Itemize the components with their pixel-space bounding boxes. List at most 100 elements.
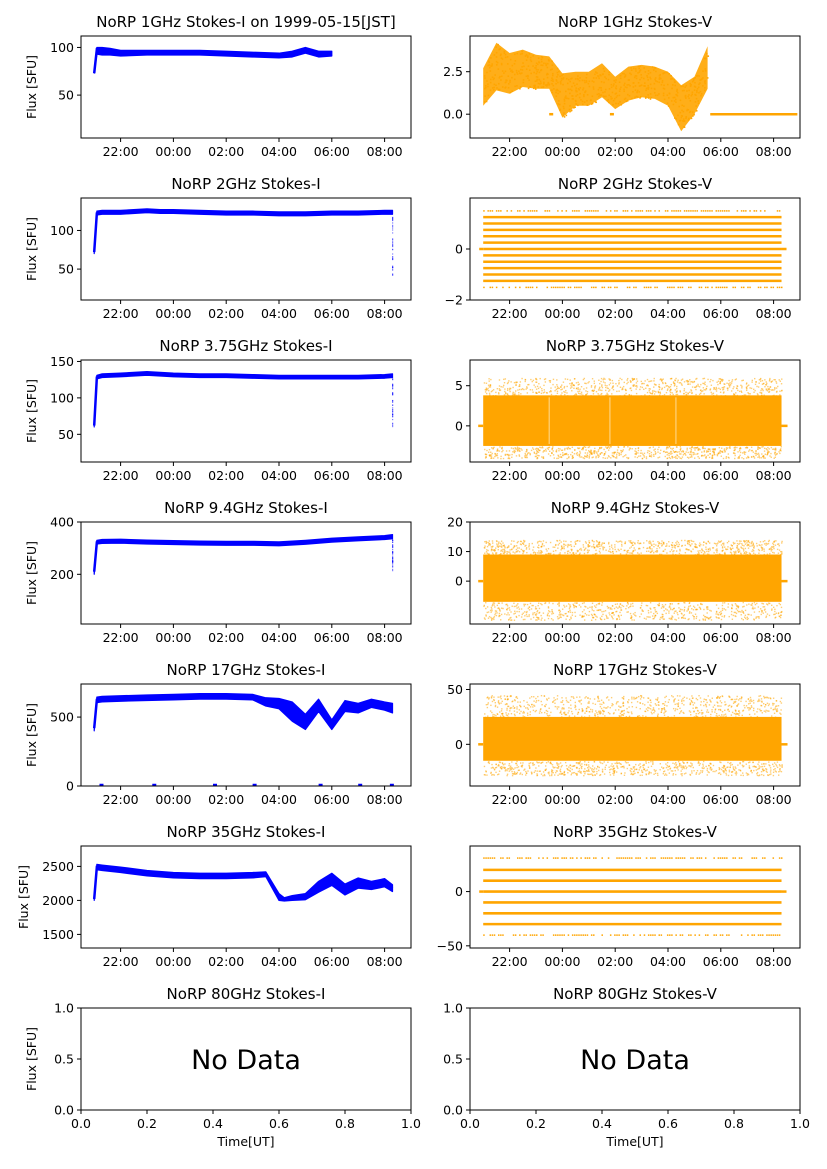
noise-point bbox=[510, 695, 512, 697]
data-point bbox=[666, 94, 669, 97]
outlier-point bbox=[392, 265, 394, 267]
noise-point bbox=[541, 704, 543, 706]
noise-point bbox=[740, 552, 742, 554]
noise-point bbox=[484, 545, 486, 547]
data-point bbox=[500, 57, 503, 59]
noise-point bbox=[610, 551, 612, 554]
noise-point bbox=[511, 548, 513, 550]
data-point bbox=[615, 79, 617, 81]
data-point bbox=[678, 105, 680, 108]
data-point bbox=[565, 77, 568, 80]
noise-point bbox=[702, 550, 704, 552]
noise-point bbox=[539, 770, 542, 772]
data-point bbox=[545, 62, 547, 65]
noise-point bbox=[487, 611, 490, 613]
noise-point bbox=[690, 450, 692, 452]
data-point bbox=[583, 93, 585, 96]
noise-point bbox=[580, 386, 583, 388]
noise-point bbox=[719, 388, 722, 391]
noise-point bbox=[608, 456, 610, 458]
noise-point bbox=[578, 447, 581, 449]
noise-point bbox=[516, 610, 518, 613]
noise-point bbox=[488, 378, 490, 380]
noise-point bbox=[656, 547, 658, 550]
noise-point bbox=[535, 388, 538, 390]
noise-point bbox=[539, 446, 541, 448]
noise-point bbox=[593, 452, 596, 455]
noise-point bbox=[752, 608, 755, 610]
sparse-point bbox=[742, 210, 745, 212]
data-point bbox=[506, 79, 508, 82]
data-point bbox=[704, 70, 707, 72]
data-point bbox=[634, 85, 637, 87]
noise-point bbox=[725, 456, 728, 458]
noise-point bbox=[634, 549, 636, 551]
noise-point bbox=[768, 773, 771, 776]
noise-point bbox=[595, 451, 598, 453]
noise-point bbox=[497, 457, 499, 459]
noise-point bbox=[665, 695, 667, 698]
data-point bbox=[543, 62, 545, 65]
noise-point bbox=[594, 450, 596, 452]
noise-point bbox=[552, 446, 554, 448]
noise-point bbox=[571, 386, 573, 388]
noise-point bbox=[700, 392, 702, 395]
noise-point bbox=[704, 383, 706, 386]
noise-point bbox=[598, 550, 601, 553]
noise-point bbox=[498, 389, 501, 392]
noise-point bbox=[623, 381, 625, 384]
noise-point bbox=[556, 392, 559, 395]
noise-point bbox=[764, 608, 766, 610]
noise-point bbox=[570, 553, 573, 556]
noise-point bbox=[493, 698, 495, 701]
noise-point bbox=[682, 697, 684, 700]
data-point bbox=[534, 84, 536, 87]
noise-point bbox=[721, 542, 724, 545]
x-tick-label: 22:00 bbox=[492, 630, 528, 645]
noise-point bbox=[703, 700, 705, 703]
noise-point bbox=[650, 611, 652, 613]
noise-point bbox=[664, 704, 666, 706]
noise-point bbox=[560, 766, 562, 768]
noise-point bbox=[630, 540, 632, 542]
noise-point bbox=[647, 761, 650, 764]
noise-point bbox=[554, 390, 556, 392]
noise-point bbox=[541, 617, 543, 619]
noise-point bbox=[724, 767, 727, 770]
noise-point bbox=[564, 394, 566, 396]
data-point bbox=[516, 52, 519, 55]
noise-point bbox=[599, 713, 601, 715]
noise-point bbox=[600, 377, 603, 380]
data-point bbox=[592, 86, 595, 88]
noise-point bbox=[733, 768, 735, 771]
noise-point bbox=[635, 615, 637, 617]
noise-point bbox=[733, 551, 735, 553]
sparse-point bbox=[578, 286, 580, 289]
noise-point bbox=[595, 606, 597, 609]
noise-point bbox=[670, 549, 673, 551]
noise-point bbox=[696, 707, 698, 709]
noise-point bbox=[595, 615, 597, 617]
noise-point bbox=[514, 699, 516, 702]
noise-point bbox=[677, 379, 679, 381]
data-point bbox=[566, 82, 569, 85]
noise-point bbox=[538, 607, 541, 610]
noise-point bbox=[742, 611, 744, 613]
noise-point bbox=[706, 450, 708, 452]
noise-point bbox=[670, 608, 672, 611]
data-point bbox=[703, 57, 706, 60]
noise-point bbox=[770, 381, 772, 383]
sparse-point bbox=[544, 210, 546, 212]
noise-point bbox=[609, 550, 611, 553]
noise-point bbox=[533, 696, 535, 698]
noise-point bbox=[698, 386, 701, 388]
sparse-point bbox=[614, 286, 616, 289]
outlier-point bbox=[392, 384, 394, 386]
noise-point bbox=[532, 391, 534, 393]
noise-point bbox=[598, 447, 601, 450]
noise-point bbox=[485, 771, 487, 773]
noise-point bbox=[674, 610, 676, 613]
noise-point bbox=[718, 451, 721, 453]
noise-point bbox=[665, 448, 668, 450]
noise-point bbox=[610, 768, 612, 770]
